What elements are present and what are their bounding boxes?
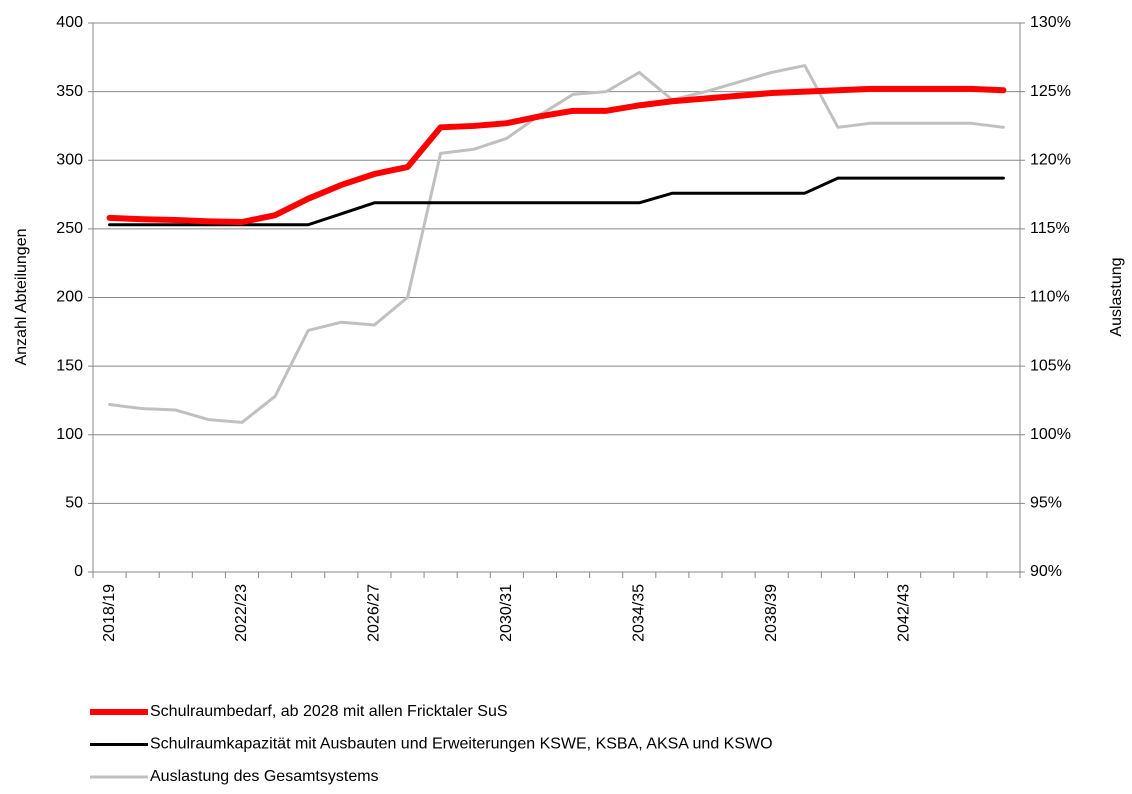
x-tick-label: 2022/23: [233, 584, 250, 642]
y-tick-label: 50: [65, 495, 83, 512]
x-tick-label: 2026/27: [366, 584, 383, 642]
y2-tick-label: 105%: [1030, 357, 1071, 374]
y2-axis-title: Auslastung: [1108, 257, 1125, 336]
y-tick-label: 150: [56, 357, 83, 374]
y-tick-label: 250: [56, 220, 83, 237]
x-tick-label: 2038/39: [763, 584, 780, 642]
legend-label: Auslastung des Gesamtsystems: [150, 768, 379, 785]
y-tick-label: 0: [74, 563, 83, 580]
legend-label: Schulraumkapazität mit Ausbauten und Erw…: [150, 736, 773, 753]
y2-tick-label: 95%: [1030, 495, 1062, 512]
series-line: [106, 85, 1007, 226]
series-line: [108, 176, 1005, 227]
x-tick-label: 2034/35: [630, 584, 647, 642]
y-tick-label: 400: [56, 14, 83, 31]
y2-tick-label: 110%: [1030, 289, 1070, 306]
x-tick-label: 2030/31: [498, 584, 515, 642]
y2-tick-label: 120%: [1030, 151, 1071, 168]
y2-tick-label: 125%: [1030, 83, 1071, 100]
y-tick-label: 100: [56, 426, 83, 443]
y2-tick-label: 115%: [1030, 220, 1070, 237]
y2-tick-label: 90%: [1030, 563, 1062, 580]
x-tick-label: 2042/43: [895, 584, 912, 642]
x-tick-label: 2018/19: [101, 584, 118, 642]
y2-tick-label: 100%: [1030, 426, 1071, 443]
y-tick-label: 300: [56, 151, 83, 168]
y-axis-title: Anzahl Abteilungen: [13, 229, 30, 366]
y-tick-label: 350: [56, 83, 83, 100]
series-line: [108, 64, 1005, 424]
y2-tick-label: 130%: [1030, 14, 1071, 31]
legend-label: Schulraumbedarf, ab 2028 mit allen Frick…: [150, 703, 508, 720]
y-tick-label: 200: [56, 289, 83, 306]
